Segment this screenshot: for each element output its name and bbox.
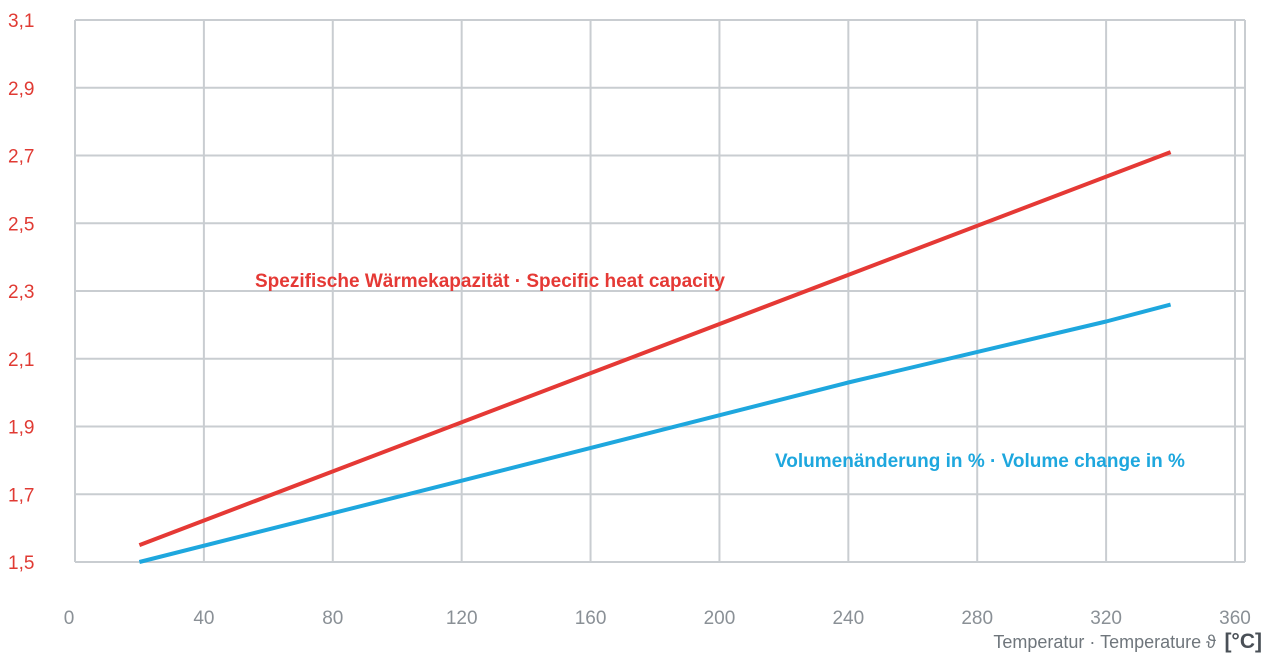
x-tick-label: 80 — [322, 608, 343, 629]
series-lines — [138, 150, 1172, 564]
y-tick-label: 3,1 — [8, 11, 34, 32]
x-tick-label: 320 — [1090, 608, 1122, 629]
y-tick-label: 2,3 — [8, 282, 34, 303]
x-tick-label: 280 — [961, 608, 993, 629]
x-tick-label: 160 — [575, 608, 607, 629]
x-axis-label-text: Temperatur · Temperature ϑ — [993, 632, 1216, 652]
grid — [74, 19, 1246, 563]
y-tick-label: 1,9 — [8, 418, 34, 439]
series-line-specific-heat — [138, 150, 1172, 547]
x-axis-label: Temperatur · Temperature ϑ [°C] — [993, 630, 1262, 653]
x-tick-label: 240 — [832, 608, 864, 629]
x-tick-label: 40 — [193, 608, 214, 629]
series-label-volume-change: Volumenänderung in % · Volume change in … — [775, 451, 1185, 472]
x-tick-label: 120 — [446, 608, 478, 629]
x-axis-ticks: 0 40 80 120 160 200 240 280 320 360 — [64, 608, 1251, 629]
series-label-specific-heat: Spezifische Wärmekapazität · Specific he… — [255, 271, 725, 292]
y-tick-label: 1,5 — [8, 553, 34, 574]
y-tick-label: 2,7 — [8, 147, 34, 168]
x-tick-label: 360 — [1219, 608, 1251, 629]
y-tick-label: 2,1 — [8, 350, 34, 371]
y-axis-ticks: 1,5 1,7 1,9 2,1 2,3 2,5 2,7 2,9 3,1 — [8, 11, 34, 574]
y-tick-label: 1,7 — [8, 485, 34, 506]
x-tick-label: 0 — [64, 608, 75, 629]
series-line-volume-change — [138, 302, 1172, 564]
x-tick-label: 200 — [704, 608, 736, 629]
y-tick-label: 2,9 — [8, 79, 34, 100]
y-tick-label: 2,5 — [8, 214, 34, 235]
x-axis-label-unit: [°C] — [1224, 630, 1262, 653]
